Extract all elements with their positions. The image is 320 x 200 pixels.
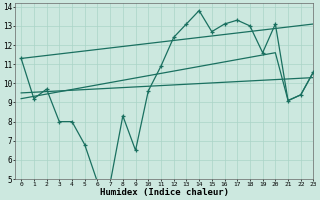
X-axis label: Humidex (Indice chaleur): Humidex (Indice chaleur) <box>100 188 228 197</box>
